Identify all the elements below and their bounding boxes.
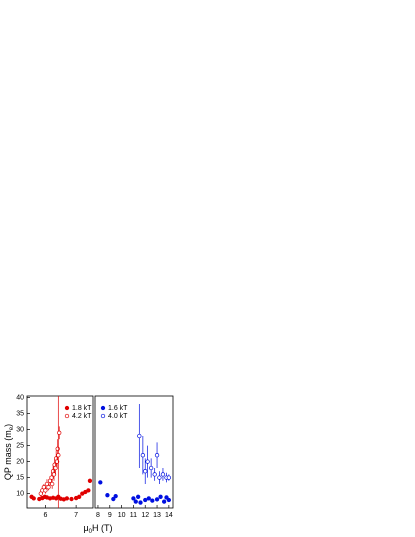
- legend-label: 1.6 kT: [108, 405, 128, 412]
- y-tick-label: 10: [16, 490, 24, 497]
- legend-marker: [64, 413, 70, 419]
- point: [31, 496, 36, 501]
- y-tick-label: 30: [16, 426, 24, 433]
- y-axis-label: QP mass (me): [3, 424, 14, 480]
- point: [87, 478, 93, 483]
- point: [133, 499, 138, 504]
- legend-label: 1.8 kT: [72, 405, 92, 412]
- point: [46, 485, 51, 490]
- point: [150, 498, 155, 503]
- x-tick-label: 12: [141, 512, 149, 519]
- point: [152, 472, 157, 477]
- point: [143, 469, 148, 474]
- point: [113, 494, 118, 499]
- point: [143, 497, 148, 503]
- point: [135, 494, 141, 499]
- legend-marker: [64, 405, 70, 411]
- legend-label: 4.2 kT: [72, 413, 92, 420]
- point: [69, 496, 74, 502]
- point: [86, 488, 91, 493]
- x-tick-label: 7: [74, 512, 78, 519]
- x-tick-label: 8: [96, 512, 100, 519]
- x-tick-label: 9: [108, 512, 112, 519]
- point: [57, 430, 62, 435]
- point: [138, 500, 143, 505]
- point: [164, 495, 169, 500]
- point: [137, 433, 142, 439]
- point: [157, 475, 162, 480]
- point: [154, 497, 160, 502]
- point: [111, 496, 116, 502]
- point: [43, 488, 48, 493]
- point: [105, 493, 110, 498]
- point: [145, 459, 150, 464]
- y-tick-label: 15: [16, 474, 24, 481]
- point: [50, 481, 55, 487]
- y-tick-label: 20: [16, 458, 24, 465]
- point: [146, 496, 151, 501]
- point: [166, 497, 172, 503]
- point: [154, 453, 160, 458]
- y-tick-label: 35: [16, 410, 24, 417]
- point: [140, 453, 146, 458]
- x-tick-label: 6: [43, 512, 47, 519]
- x-tick-label: 10: [118, 512, 126, 519]
- point: [161, 499, 167, 504]
- x-tick-label: 11: [130, 512, 137, 519]
- point: [166, 475, 172, 480]
- legend-label: 4.0 kT: [108, 413, 128, 420]
- point: [98, 480, 103, 485]
- point: [77, 494, 82, 499]
- legend-marker: [100, 405, 106, 411]
- plot-frame: [26, 395, 94, 509]
- point: [160, 472, 166, 477]
- x-tick-label: 14: [165, 512, 173, 519]
- legend-marker: [100, 413, 106, 419]
- point: [148, 465, 154, 471]
- point: [56, 453, 61, 458]
- x-axis-label: μ0H (T): [83, 523, 112, 534]
- y-tick-label: 40: [16, 394, 24, 401]
- point: [131, 496, 136, 501]
- point: [64, 496, 70, 501]
- point: [158, 494, 163, 499]
- point: [55, 446, 60, 451]
- plot-frame: [94, 395, 174, 509]
- x-tick-label: 13: [153, 512, 161, 519]
- y-tick-label: 25: [16, 442, 24, 449]
